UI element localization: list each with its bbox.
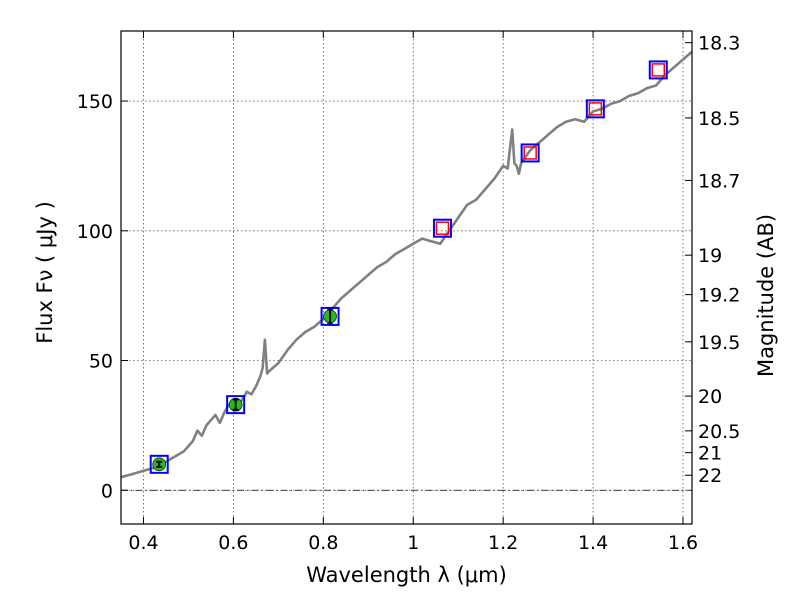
x-tick-label: 1.2 <box>488 532 518 554</box>
plot-frame <box>120 30 693 525</box>
right-tick-label: 18.7 <box>698 170 740 192</box>
right-tick-label: 18.5 <box>698 108 740 130</box>
y-tick-label: 50 <box>89 351 113 373</box>
x-tick-label: 0.4 <box>128 532 158 554</box>
spectrum-line <box>120 50 693 479</box>
nir-photometry-point <box>651 63 666 77</box>
x-tick-label: 1.6 <box>668 532 698 554</box>
model-photometry-box <box>226 395 246 415</box>
right-tick-label: 20 <box>698 386 722 408</box>
model-photometry-box <box>320 306 340 326</box>
photometry-markers <box>149 60 668 474</box>
axis-ticks <box>121 31 692 524</box>
right-tick-label: 18.3 <box>698 33 740 55</box>
tick-labels: 0.4 0.6 0.8 1 1.2 1.4 1.6 0 50 100 150 18.3 18.5 18.7… <box>77 33 741 554</box>
y-tick-label: 150 <box>77 91 113 113</box>
right-axis-title: Magnitude (AB) <box>754 214 778 377</box>
right-tick-label: 21 <box>698 443 722 465</box>
model-photometry-box <box>149 454 169 474</box>
nir-photometry-point <box>435 221 450 235</box>
model-photometry-box <box>585 99 605 119</box>
nir-photometry-point <box>588 102 603 116</box>
x-tick-label: 1 <box>407 532 419 554</box>
model-photometry-box <box>648 60 668 80</box>
x-tick-label: 0.8 <box>308 532 338 554</box>
model-photometry-box <box>432 218 452 238</box>
y-tick-label: 100 <box>77 221 113 243</box>
right-tick-label: 19.2 <box>698 285 740 307</box>
right-tick-label: 20.5 <box>698 421 740 443</box>
right-tick-label: 22 <box>698 465 722 487</box>
x-tick-label: 1.4 <box>578 532 608 554</box>
x-axis-title: Wavelength λ (μm) <box>306 563 507 587</box>
right-tick-label: 19.5 <box>698 332 740 354</box>
model-photometry-box <box>520 143 540 163</box>
right-tick-label: 19 <box>698 245 722 267</box>
nir-photometry-point <box>523 146 537 160</box>
x-tick-label: 0.6 <box>218 532 248 554</box>
y-tick-label: 0 <box>101 480 113 502</box>
y-axis-title: Flux Fν ( μJy ) <box>33 201 57 344</box>
